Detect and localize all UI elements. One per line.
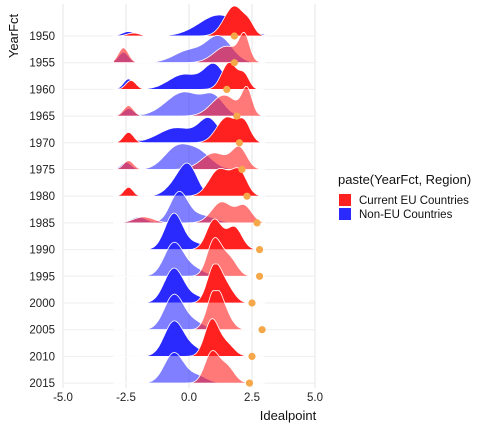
y-tick-label: 1950 xyxy=(29,31,55,43)
y-tick-label: 1985 xyxy=(29,218,55,230)
x-tick-label: -5.0 xyxy=(53,392,73,404)
y-tick-label: 1995 xyxy=(29,271,55,283)
x-tick-label: -2.5 xyxy=(116,392,136,404)
x-tick-label: 0.0 xyxy=(181,392,197,404)
ridge-eu-2010 xyxy=(113,318,265,357)
y-tick-label: 1975 xyxy=(29,165,55,177)
x-axis-title: Idealpoint xyxy=(260,408,317,423)
marker-1975 xyxy=(238,165,246,174)
marker-2010 xyxy=(248,352,256,360)
y-tick-labels: 1950 1955 1960 1965 1970 1975 1980 1985 1990 1995… xyxy=(29,31,55,390)
y-tick-label: 1960 xyxy=(29,84,55,96)
y-tick-label: 2010 xyxy=(29,351,55,363)
marker-2000 xyxy=(248,299,256,307)
y-tick-label: 1965 xyxy=(29,111,55,123)
ridge-eu-2000 xyxy=(113,263,265,304)
ridge-eu-1955 xyxy=(113,31,265,64)
marker-1955 xyxy=(230,59,238,67)
legend-label-eu: Current EU Countries xyxy=(359,195,469,207)
marker-1965 xyxy=(233,112,241,120)
legend-swatch-eu xyxy=(339,194,351,206)
ridge-eu-1995 xyxy=(113,237,265,277)
ridges-layer xyxy=(113,5,265,384)
marker-2015 xyxy=(245,379,254,387)
marker-1990 xyxy=(255,246,264,254)
y-tick-label: 1955 xyxy=(29,58,55,70)
marker-1950 xyxy=(230,32,238,40)
ridge-eu-1965 xyxy=(113,86,265,117)
marker-2005 xyxy=(258,326,266,334)
marker-1970 xyxy=(235,139,243,147)
legend-swatch-non-eu xyxy=(339,208,351,220)
marker-1995 xyxy=(255,272,264,280)
x-tick-labels: -5.0 -2.5 0.0 2.5 5.0 xyxy=(53,392,323,404)
ridge-eu-1990 xyxy=(113,218,265,250)
ridge-eu-1970 xyxy=(113,116,265,144)
y-tick-label: 2000 xyxy=(29,298,55,310)
ridge-eu-2005 xyxy=(113,290,265,331)
x-tick-label: 5.0 xyxy=(307,392,323,404)
marker-1980 xyxy=(243,192,251,200)
y-tick-label: 1970 xyxy=(29,138,55,150)
y-tick-label: 2005 xyxy=(29,325,55,337)
ridge-eu-1985 xyxy=(113,201,265,224)
y-axis-title: YearFct xyxy=(6,13,21,58)
ridge-eu-2015 xyxy=(113,350,265,384)
x-tick-label: 2.5 xyxy=(244,392,260,404)
legend: paste(YearFct, Region) Current EU Countr… xyxy=(338,172,471,221)
legend-title: paste(YearFct, Region) xyxy=(338,172,471,187)
y-tick-label: 1990 xyxy=(29,245,55,257)
marker-1985 xyxy=(253,219,261,227)
legend-label-non-eu: Non-EU Countries xyxy=(359,209,453,221)
marker-1960 xyxy=(223,85,231,93)
ridge-eu-1960 xyxy=(113,61,265,90)
markers-layer xyxy=(223,32,266,387)
ridge-eu-1950 xyxy=(113,5,265,37)
y-tick-label: 1980 xyxy=(29,191,55,203)
y-tick-label: 2015 xyxy=(29,378,55,390)
